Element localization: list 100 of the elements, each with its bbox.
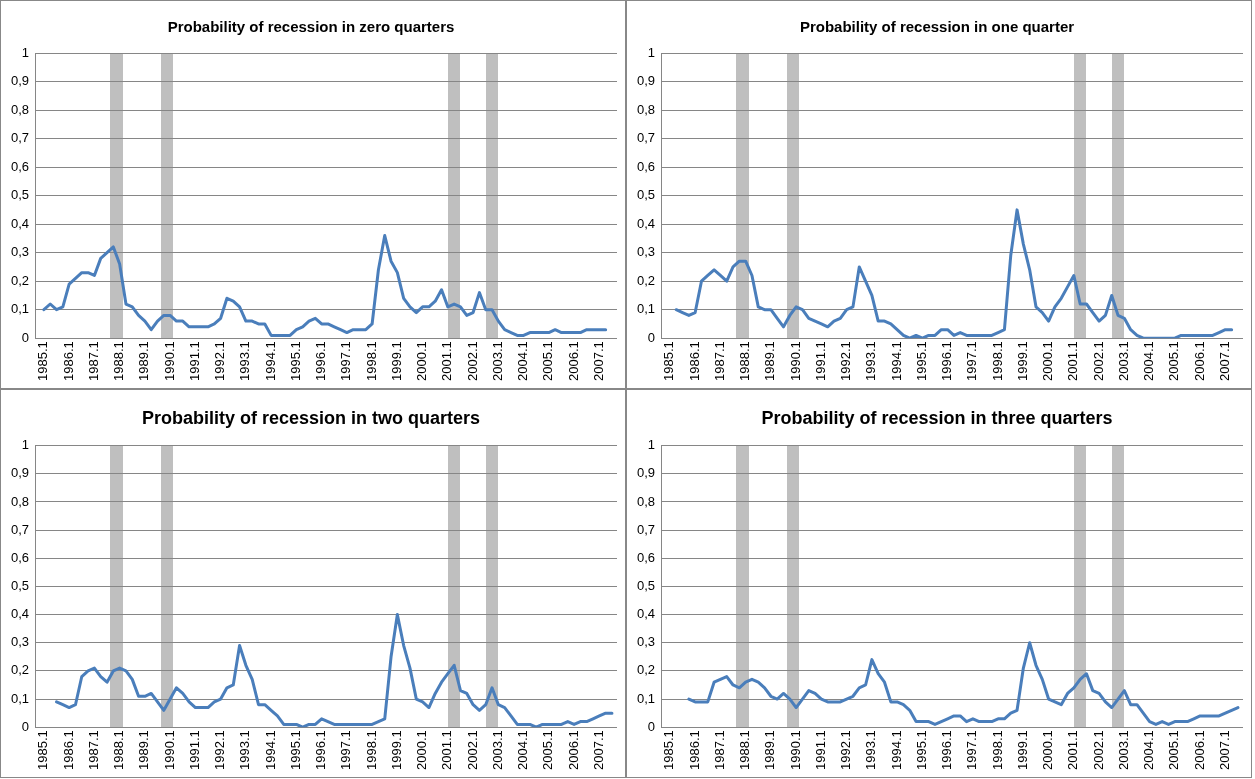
x-tick-label: 1989.1 <box>762 341 778 381</box>
y-tick-label: 0,7 <box>636 521 656 537</box>
x-tick-label: 1988.1 <box>737 341 753 381</box>
y-tick-label: 0,3 <box>10 634 30 650</box>
y-tick-label: 0,9 <box>10 465 30 481</box>
x-tick-label: 2000.1 <box>414 730 430 770</box>
x-tick-label: 1995.1 <box>287 341 303 381</box>
y-tick-label: 0,2 <box>636 662 656 678</box>
x-tick-label: 1991.1 <box>812 730 828 770</box>
chart-title: Probability of recession in one quarter <box>799 18 1075 36</box>
y-tick-label: 0,2 <box>10 272 30 288</box>
x-tick-label: 2007.1 <box>1216 341 1232 381</box>
x-tick-label: 2004.1 <box>515 730 531 770</box>
y-tick-label: 0,8 <box>10 101 30 117</box>
x-tick-label: 1989.1 <box>136 341 152 381</box>
x-tick-label: 2007.1 <box>590 341 606 381</box>
x-tick-label: 1989.1 <box>762 730 778 770</box>
y-tick-label: 0,2 <box>636 272 656 288</box>
x-tick-label: 1995.1 <box>913 341 929 381</box>
y-tick-label: 0,5 <box>636 578 656 593</box>
x-tick-label: 2003.1 <box>489 341 505 381</box>
x-tick-label: 1998.1 <box>989 341 1005 381</box>
x-tick-label: 2001.1 <box>439 730 455 770</box>
y-tick-label: 0,7 <box>636 130 656 146</box>
x-tick-label: 1987.1 <box>711 341 727 381</box>
x-tick-label: 1986.1 <box>686 341 702 381</box>
y-tick-label: 0,4 <box>10 215 30 231</box>
x-tick-label: 2005.1 <box>1166 730 1182 770</box>
x-tick-label: 1995.1 <box>287 730 303 770</box>
x-tick-label: 1998.1 <box>363 730 379 770</box>
x-tick-label: 1990.1 <box>161 730 177 770</box>
y-tick-label: 0,5 <box>10 187 30 203</box>
y-tick-label: 0,1 <box>636 690 656 706</box>
x-tick-label: 2003.1 <box>1115 730 1131 770</box>
x-tick-label: 1996.1 <box>313 341 329 381</box>
y-tick-label: 0,9 <box>10 73 30 89</box>
x-tick-label: 1993.1 <box>863 341 879 381</box>
x-tick-label: 1999.1 <box>1014 730 1030 770</box>
x-tick-label: 2004.1 <box>1141 341 1157 381</box>
chart-title: Probability of recession in three quarters <box>761 407 1113 428</box>
y-tick-label: 0 <box>647 718 656 734</box>
x-tick-label: 1987.1 <box>85 341 101 381</box>
x-tick-label: 1998.1 <box>989 730 1005 770</box>
y-tick-label: 0,9 <box>636 465 656 481</box>
x-tick-label: 1985.1 <box>661 341 677 381</box>
y-tick-label: 1 <box>647 437 656 453</box>
y-tick-label: 0 <box>21 718 30 734</box>
x-tick-label: 2007.1 <box>590 730 606 770</box>
x-tick-label: 1990.1 <box>161 341 177 381</box>
x-tick-label: 1993.1 <box>863 730 879 770</box>
x-tick-label: 2001.1 <box>1065 341 1081 381</box>
y-tick-label: 0,4 <box>636 215 656 231</box>
x-tick-label: 2002.1 <box>1090 341 1106 381</box>
y-tick-label: 0,6 <box>10 549 30 565</box>
y-tick-label: 0,6 <box>636 158 656 174</box>
x-tick-label: 1991.1 <box>186 730 202 770</box>
x-tick-label: 1997.1 <box>338 341 354 381</box>
x-tick-label: 1997.1 <box>964 341 980 381</box>
x-tick-label: 2002.1 <box>464 730 480 770</box>
x-tick-label: 1993.1 <box>237 341 253 381</box>
x-tick-label: 1987.1 <box>711 730 727 770</box>
x-tick-label: 1990.1 <box>787 730 803 770</box>
chart-title: Probability of recession in two quarters <box>141 407 481 428</box>
y-tick-label: 0 <box>647 329 656 345</box>
x-tick-label: 1999.1 <box>388 341 404 381</box>
x-tick-label: 2006.1 <box>565 730 581 770</box>
x-tick-label: 1985.1 <box>35 730 51 770</box>
y-tick-label: 0,6 <box>636 549 656 565</box>
x-tick-label: 2005.1 <box>540 730 556 770</box>
x-tick-label: 2005.1 <box>540 341 556 381</box>
x-tick-label: 2007.1 <box>1216 730 1232 770</box>
x-tick-label: 1999.1 <box>1014 341 1030 381</box>
y-tick-label: 0,7 <box>10 130 30 146</box>
y-tick-label: 0,7 <box>10 521 30 537</box>
y-tick-label: 0,4 <box>636 606 656 622</box>
x-tick-label: 1989.1 <box>136 730 152 770</box>
x-tick-label: 2003.1 <box>1115 341 1131 381</box>
x-tick-label: 1990.1 <box>787 341 803 381</box>
x-tick-label: 2004.1 <box>1141 730 1157 770</box>
y-tick-label: 1 <box>21 437 30 453</box>
y-tick-label: 0,8 <box>636 101 656 117</box>
x-tick-label: 1992.1 <box>212 730 228 770</box>
x-tick-label: 2000.1 <box>1040 730 1056 770</box>
x-tick-label: 1985.1 <box>661 730 677 770</box>
x-tick-label: 1986.1 <box>60 341 76 381</box>
x-tick-label: 1995.1 <box>913 730 929 770</box>
x-tick-label: 1998.1 <box>363 341 379 381</box>
x-tick-label: 1991.1 <box>812 341 828 381</box>
x-tick-label: 2006.1 <box>565 341 581 381</box>
x-tick-label: 1988.1 <box>111 341 127 381</box>
x-tick-label: 1994.1 <box>262 341 278 381</box>
x-tick-label: 1999.1 <box>388 730 404 770</box>
x-tick-label: 1996.1 <box>313 730 329 770</box>
chart-title: Probability of recession in zero quarters <box>167 18 455 36</box>
y-tick-label: 0,2 <box>10 662 30 678</box>
y-tick-label: 0,5 <box>636 187 656 203</box>
x-tick-label: 1988.1 <box>737 730 753 770</box>
y-tick-label: 0,3 <box>10 244 30 260</box>
x-tick-label: 2000.1 <box>1040 341 1056 381</box>
y-tick-label: 1 <box>21 44 30 60</box>
